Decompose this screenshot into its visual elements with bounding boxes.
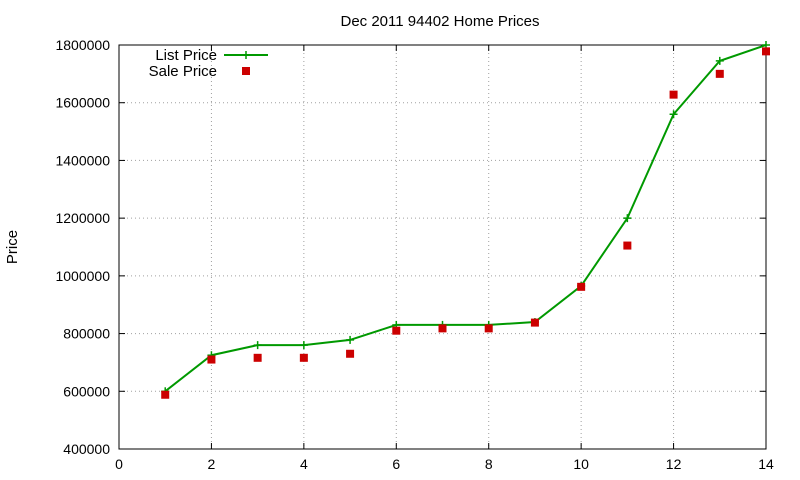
data-point [207,355,216,364]
data-point [577,282,586,291]
y-tick-label: 1400000 [55,152,110,168]
x-tick-label: 0 [115,456,123,472]
data-point [253,341,262,350]
y-tick-label: 1200000 [55,210,110,226]
y-tick-label: 400000 [63,441,110,457]
data-point [715,56,724,65]
legend-label: List Price [155,47,217,64]
y-tick-label: 1600000 [55,95,110,111]
data-point [346,335,355,344]
data-point [669,110,678,119]
series-line [164,44,767,393]
series-sale-price [161,47,770,399]
series-list-price [161,41,770,396]
y-tick-label: 800000 [63,326,110,342]
y-tick-label: 1800000 [55,37,110,53]
data-point [623,241,632,250]
y-tick-label: 1000000 [55,268,110,284]
legend-item: Sale Price [149,63,250,80]
data-point [669,90,678,99]
data-point [715,69,724,78]
grid-layer [119,45,766,449]
x-tick-label: 14 [758,456,774,472]
legend-marker [242,51,250,59]
data-point [299,341,308,350]
data-point [438,324,447,333]
y-tick-label: 600000 [63,383,110,399]
data-point [484,324,493,333]
x-tick-label: 12 [666,456,682,472]
data-point [346,349,355,358]
x-tick-label: 4 [300,456,308,472]
legend-label: Sale Price [149,63,217,80]
x-tick-label: 8 [485,456,493,472]
plot-frame [118,44,767,450]
data-point [253,353,262,362]
legend-item: List Price [155,47,268,64]
data-point [299,353,308,362]
legend-marker [242,67,250,75]
data-point [530,318,539,327]
x-tick-label: 2 [208,456,216,472]
data-point [392,326,401,335]
y-axis-label: Price [4,230,21,264]
data-point [161,390,170,399]
chart-title: Dec 2011 94402 Home Prices [341,13,540,30]
series-layer [161,41,770,399]
data-point [623,214,632,223]
data-point [762,47,770,56]
x-tick-label: 10 [573,456,589,472]
x-tick-label: 6 [392,456,400,472]
